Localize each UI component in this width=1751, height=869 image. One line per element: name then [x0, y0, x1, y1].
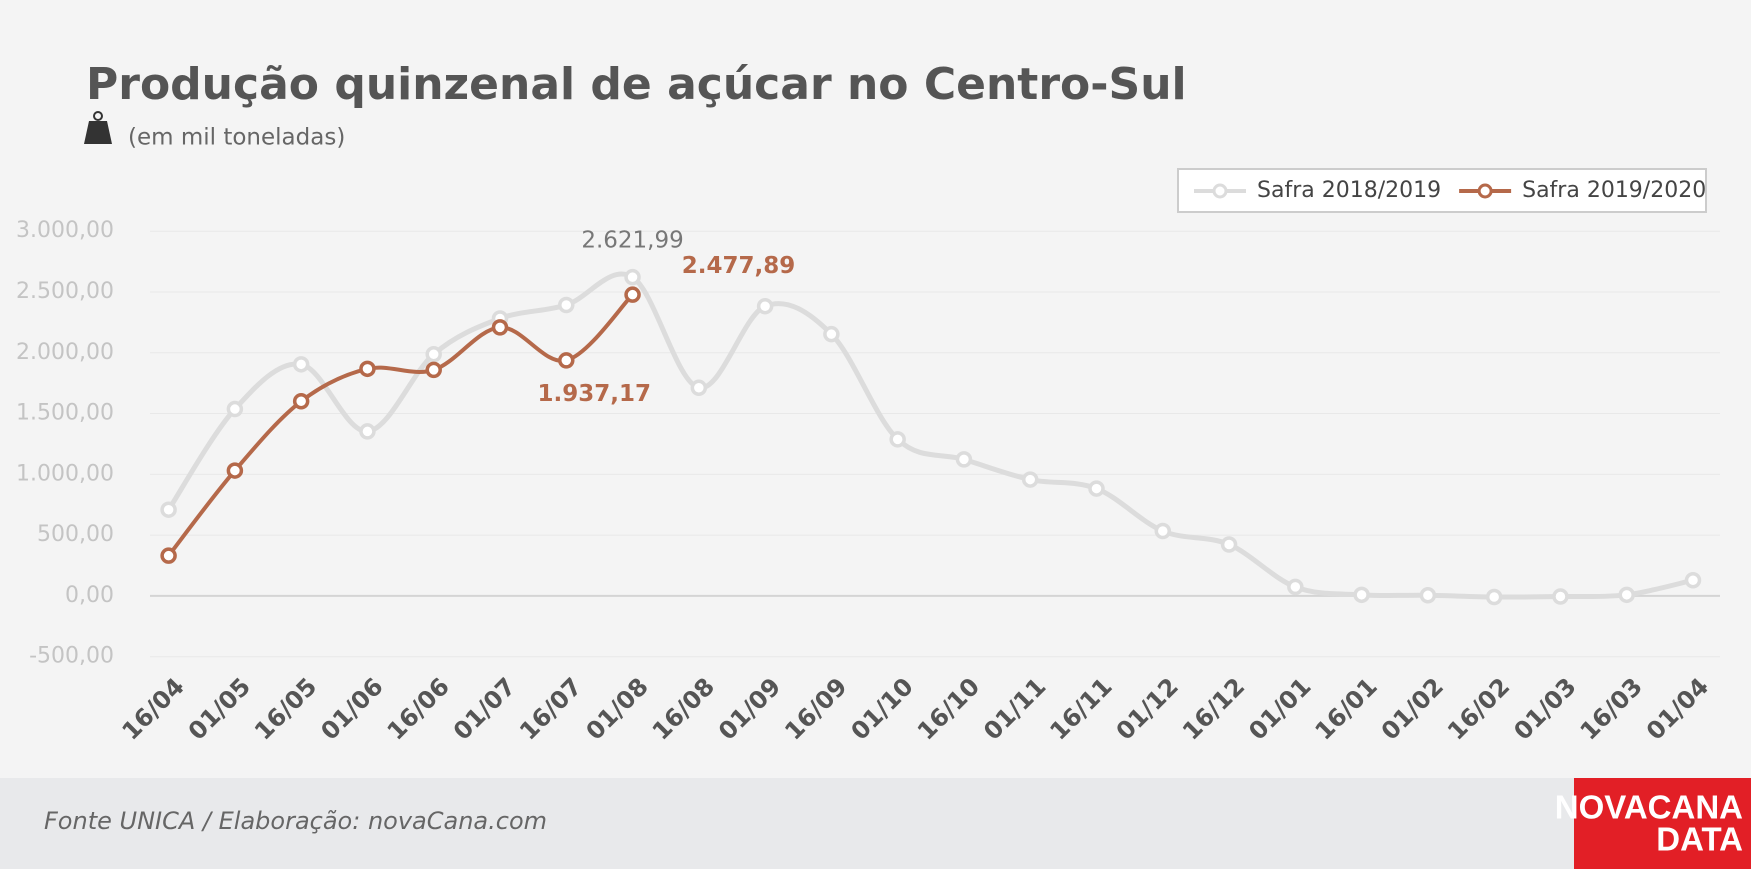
point	[226, 400, 244, 418]
weight-icon	[84, 111, 112, 144]
point	[160, 501, 177, 518]
point	[292, 393, 310, 410]
point	[491, 319, 509, 336]
point	[359, 360, 376, 378]
point	[1088, 480, 1105, 497]
y-tick-label: -500,00	[29, 644, 114, 669]
point	[1618, 586, 1635, 604]
point	[756, 297, 774, 315]
point	[1287, 578, 1304, 596]
point	[889, 431, 906, 448]
legend-marker	[1477, 183, 1493, 199]
data-label: 1.937,17	[538, 381, 652, 407]
point	[558, 296, 575, 314]
point	[292, 356, 310, 373]
point	[160, 547, 177, 564]
point	[425, 345, 442, 363]
point	[226, 462, 244, 479]
point	[1485, 588, 1503, 606]
point	[1220, 536, 1238, 553]
legend-marker	[1212, 183, 1228, 199]
footer	[0, 778, 1751, 869]
point	[1552, 588, 1569, 605]
y-tick-label: 2.500,00	[16, 279, 114, 304]
logo	[1574, 778, 1751, 869]
y-tick-label: 500,00	[37, 522, 114, 547]
data-label: 2.477,89	[682, 253, 796, 279]
y-tick-label: 0,00	[65, 583, 114, 608]
point	[624, 286, 641, 303]
point	[955, 451, 973, 468]
logo-text: NOVACANA	[1555, 789, 1743, 826]
chart-title: Produção quinzenal de açúcar no Centro-S…	[86, 59, 1187, 110]
point	[1419, 587, 1437, 604]
data-label: 2.621,99	[581, 228, 683, 254]
y-tick-label: 2.000,00	[16, 340, 114, 365]
point	[1154, 522, 1172, 540]
point	[425, 361, 442, 379]
legend	[1177, 168, 1707, 213]
legend-label: Safra 2019/2020	[1522, 178, 1706, 203]
point	[359, 423, 376, 440]
point	[558, 352, 575, 369]
point	[823, 325, 840, 343]
logo-text: DATA	[1656, 821, 1743, 858]
source: Fonte UNICA / Elaboração: novaCana.com	[44, 807, 547, 835]
y-tick-label: 1.500,00	[16, 401, 114, 426]
point	[624, 268, 641, 286]
legend-label: Safra 2018/2019	[1257, 178, 1441, 203]
y-tick-label: 3.000,00	[16, 218, 114, 243]
y-tick-label: 1.000,00	[16, 461, 114, 486]
point	[1684, 571, 1702, 589]
point	[1353, 586, 1370, 604]
point	[1021, 471, 1039, 488]
chart-subtitle: (em mil toneladas)	[128, 125, 345, 151]
point	[690, 379, 708, 397]
